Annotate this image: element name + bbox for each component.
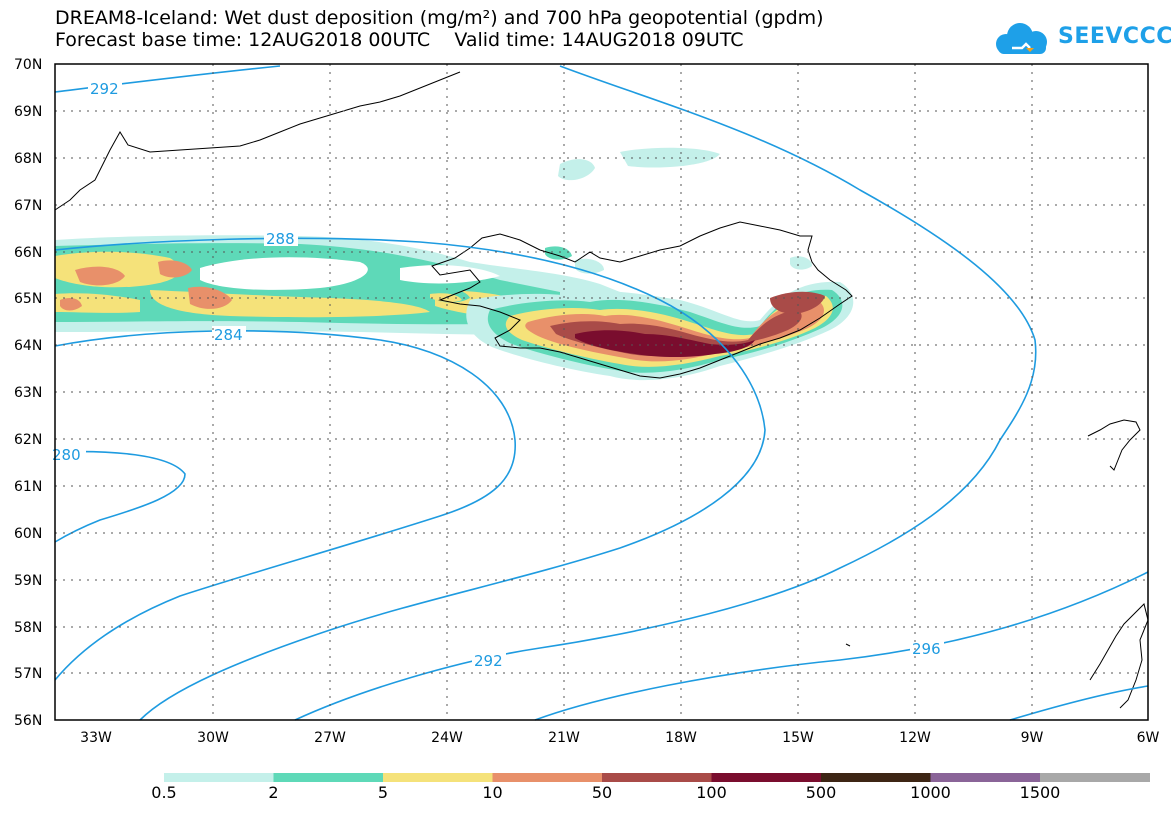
lat-label: 64N	[14, 338, 42, 354]
legend-label: 2	[268, 783, 279, 802]
legend-swatch	[602, 773, 712, 782]
lat-label: 69N	[14, 104, 42, 120]
contour-label: 280	[52, 446, 81, 464]
contour-labels: 292 288 284 280 292 296	[52, 80, 944, 670]
lat-label: 62N	[14, 432, 42, 448]
lat-label: 66N	[14, 245, 42, 261]
legend-label: 500	[805, 783, 837, 802]
coastline	[54, 71, 1149, 709]
logo-text: SEEVCCC	[1058, 24, 1173, 49]
lon-label: 9W	[1021, 730, 1044, 746]
lat-label: 67N	[14, 198, 42, 214]
lat-label: 56N	[14, 713, 42, 729]
lat-label: 57N	[14, 666, 42, 682]
graticule	[55, 64, 1148, 720]
lat-label: 58N	[14, 620, 42, 636]
contour-label: 296	[912, 640, 941, 658]
legend-swatch	[711, 773, 822, 782]
lat-label: 60N	[14, 526, 42, 542]
lat-label: 61N	[14, 479, 42, 495]
contour-label: 288	[266, 230, 295, 248]
legend-swatch	[821, 773, 931, 782]
map-title: DREAM8-Iceland: Wet dust deposition (mg/…	[55, 7, 824, 29]
contour-label: 292	[90, 80, 119, 98]
map-subtitle: Forecast base time: 12AUG2018 00UTC Vali…	[55, 29, 744, 51]
map-frame	[54, 63, 1149, 721]
lon-label: 18W	[665, 730, 697, 746]
lon-label: 30W	[197, 730, 229, 746]
legend-swatch	[930, 773, 1041, 782]
lat-label: 68N	[14, 151, 42, 167]
legend-swatch	[492, 773, 603, 782]
contour-label: 284	[214, 326, 243, 344]
legend-label: 100	[696, 783, 727, 802]
lon-label: 15W	[782, 730, 814, 746]
lon-label: 21W	[548, 730, 580, 746]
lat-label: 65N	[14, 291, 42, 307]
geopotential-contours	[54, 65, 1149, 721]
legend-swatch	[1040, 773, 1150, 782]
lat-label: 59N	[14, 573, 42, 589]
latitude-axis: 70N 69N 68N 67N 66N 65N 64N 63N 62N 61N …	[14, 57, 42, 729]
legend-label: 10	[482, 783, 503, 802]
lon-label: 6W	[1137, 730, 1160, 746]
lat-label: 63N	[14, 385, 42, 401]
legend-label: 0.5	[151, 783, 177, 802]
legend-label: 5	[377, 783, 389, 802]
lat-label: 70N	[14, 57, 42, 73]
legend-swatch	[383, 773, 493, 782]
lon-label: 33W	[80, 730, 112, 746]
legend-colorbar	[164, 773, 1150, 782]
contour-label: 292	[474, 652, 503, 670]
legend-swatch	[164, 773, 274, 782]
legend-swatch	[273, 773, 384, 782]
legend-label: 50	[591, 783, 613, 802]
lon-label: 27W	[314, 730, 346, 746]
lon-label: 12W	[899, 730, 931, 746]
legend-label: 1000	[910, 783, 951, 802]
cloud-icon	[996, 23, 1047, 54]
lon-label: 24W	[431, 730, 463, 746]
longitude-axis: 33W 30W 27W 24W 21W 18W 15W 12W 9W 6W	[80, 730, 1159, 746]
legend-label: 1500	[1019, 783, 1061, 802]
